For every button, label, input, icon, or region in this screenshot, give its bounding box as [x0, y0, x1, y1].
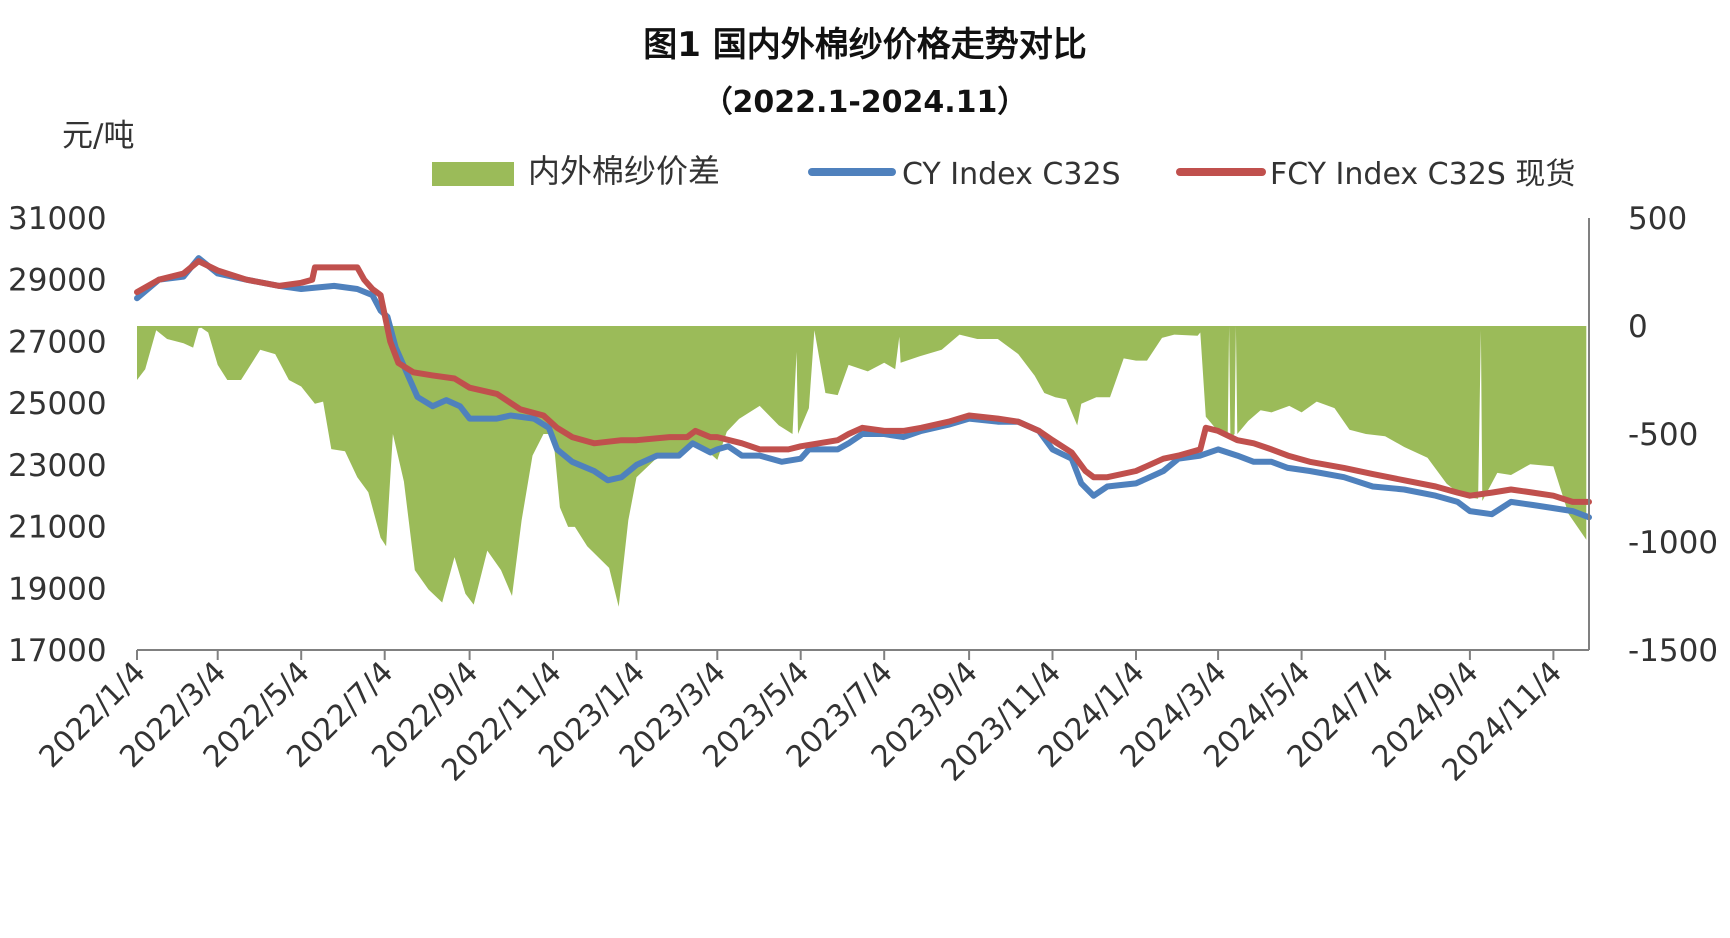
- y-tick-label: 21000: [8, 510, 107, 546]
- y-tick-label: 19000: [8, 571, 107, 607]
- y2-tick-label: -500: [1628, 417, 1698, 453]
- y2-tick-label: 0: [1628, 309, 1648, 345]
- fcy-index-line: [134, 258, 1592, 505]
- y2-tick-label: 500: [1628, 201, 1687, 237]
- legend: 内外棉纱价差 CY Index C32S FCY Index C32S 现货: [432, 152, 1575, 192]
- chart-title: 图1 国内外棉纱价格走势对比: [643, 25, 1087, 65]
- y-tick-label: 25000: [8, 386, 107, 422]
- price-lines-layer: [134, 255, 1592, 521]
- legend-label-spread: 内外棉纱价差: [528, 152, 720, 190]
- y-tick-label: 17000: [8, 633, 107, 669]
- y2-tick-label: -1500: [1628, 633, 1718, 669]
- y-axis-ticks: 31000 29000 27000 25000 23000 21000 19000 17000: [8, 201, 107, 669]
- y-tick-label: 31000: [8, 201, 107, 237]
- y-tick-label: 29000: [8, 263, 107, 299]
- y2-axis-ticks: 500 0 -500 -1000 -1500: [1628, 201, 1718, 669]
- y-tick-label: 23000: [8, 448, 107, 484]
- legend-label-fcy: FCY Index C32S 现货: [1270, 157, 1575, 192]
- plot-area: [134, 255, 1592, 607]
- legend-label-cy: CY Index C32S: [902, 157, 1121, 192]
- y2-tick-label: -1000: [1628, 525, 1718, 561]
- chart-subtitle: （2022.1-2024.11）: [703, 85, 1028, 120]
- y-tick-label: 27000: [8, 324, 107, 360]
- legend-swatch-spread: [432, 162, 514, 186]
- y-axis-unit-label: 元/吨: [62, 118, 134, 154]
